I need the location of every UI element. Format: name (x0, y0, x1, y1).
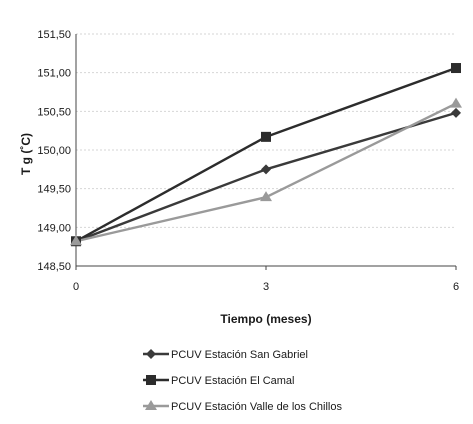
legend-marker (146, 349, 156, 359)
data-point-marker (261, 164, 271, 175)
y-axis-title: T g (˚C) (19, 133, 33, 175)
legend-marker (145, 400, 157, 410)
y-tick-label: 151,50 (37, 29, 71, 41)
legend-label: PCUV Estación El Camal (171, 375, 295, 387)
x-tick-labels: 0 3 6 (73, 281, 459, 293)
legend-label: PCUV Estación San Gabriel (171, 349, 308, 361)
series-lines (75, 66, 457, 243)
data-point-marker (451, 107, 461, 118)
x-tick-label: 3 (263, 281, 269, 293)
data-point-marker (260, 191, 272, 202)
y-tick-label: 149,50 (37, 184, 71, 196)
x-axis-title: Tiempo (meses) (220, 312, 311, 326)
legend-label: PCUV Estación Valle de los Chillos (171, 401, 342, 413)
grid-lines (76, 33, 456, 267)
y-tick-label: 148,50 (37, 261, 71, 273)
legend: PCUV Estación San Gabriel PCUV Estación E… (143, 349, 342, 413)
y-tick-labels: 148,50 149,00 149,50 150,00 150,50 151,00 151,… (37, 29, 71, 273)
data-point-marker (451, 63, 461, 74)
x-tick-label: 6 (453, 281, 459, 293)
legend-marker (146, 375, 156, 385)
axes (75, 34, 457, 270)
y-tick-label: 150,50 (37, 106, 71, 118)
series-line (75, 66, 457, 243)
series-markers (70, 63, 462, 247)
y-tick-label: 151,00 (37, 68, 71, 80)
data-point-marker (70, 235, 82, 246)
y-tick-label: 150,00 (37, 145, 71, 157)
data-point-marker (450, 97, 462, 108)
y-tick-label: 149,00 (37, 222, 71, 234)
data-point-marker (261, 131, 271, 142)
x-tick-label: 0 (73, 281, 79, 293)
